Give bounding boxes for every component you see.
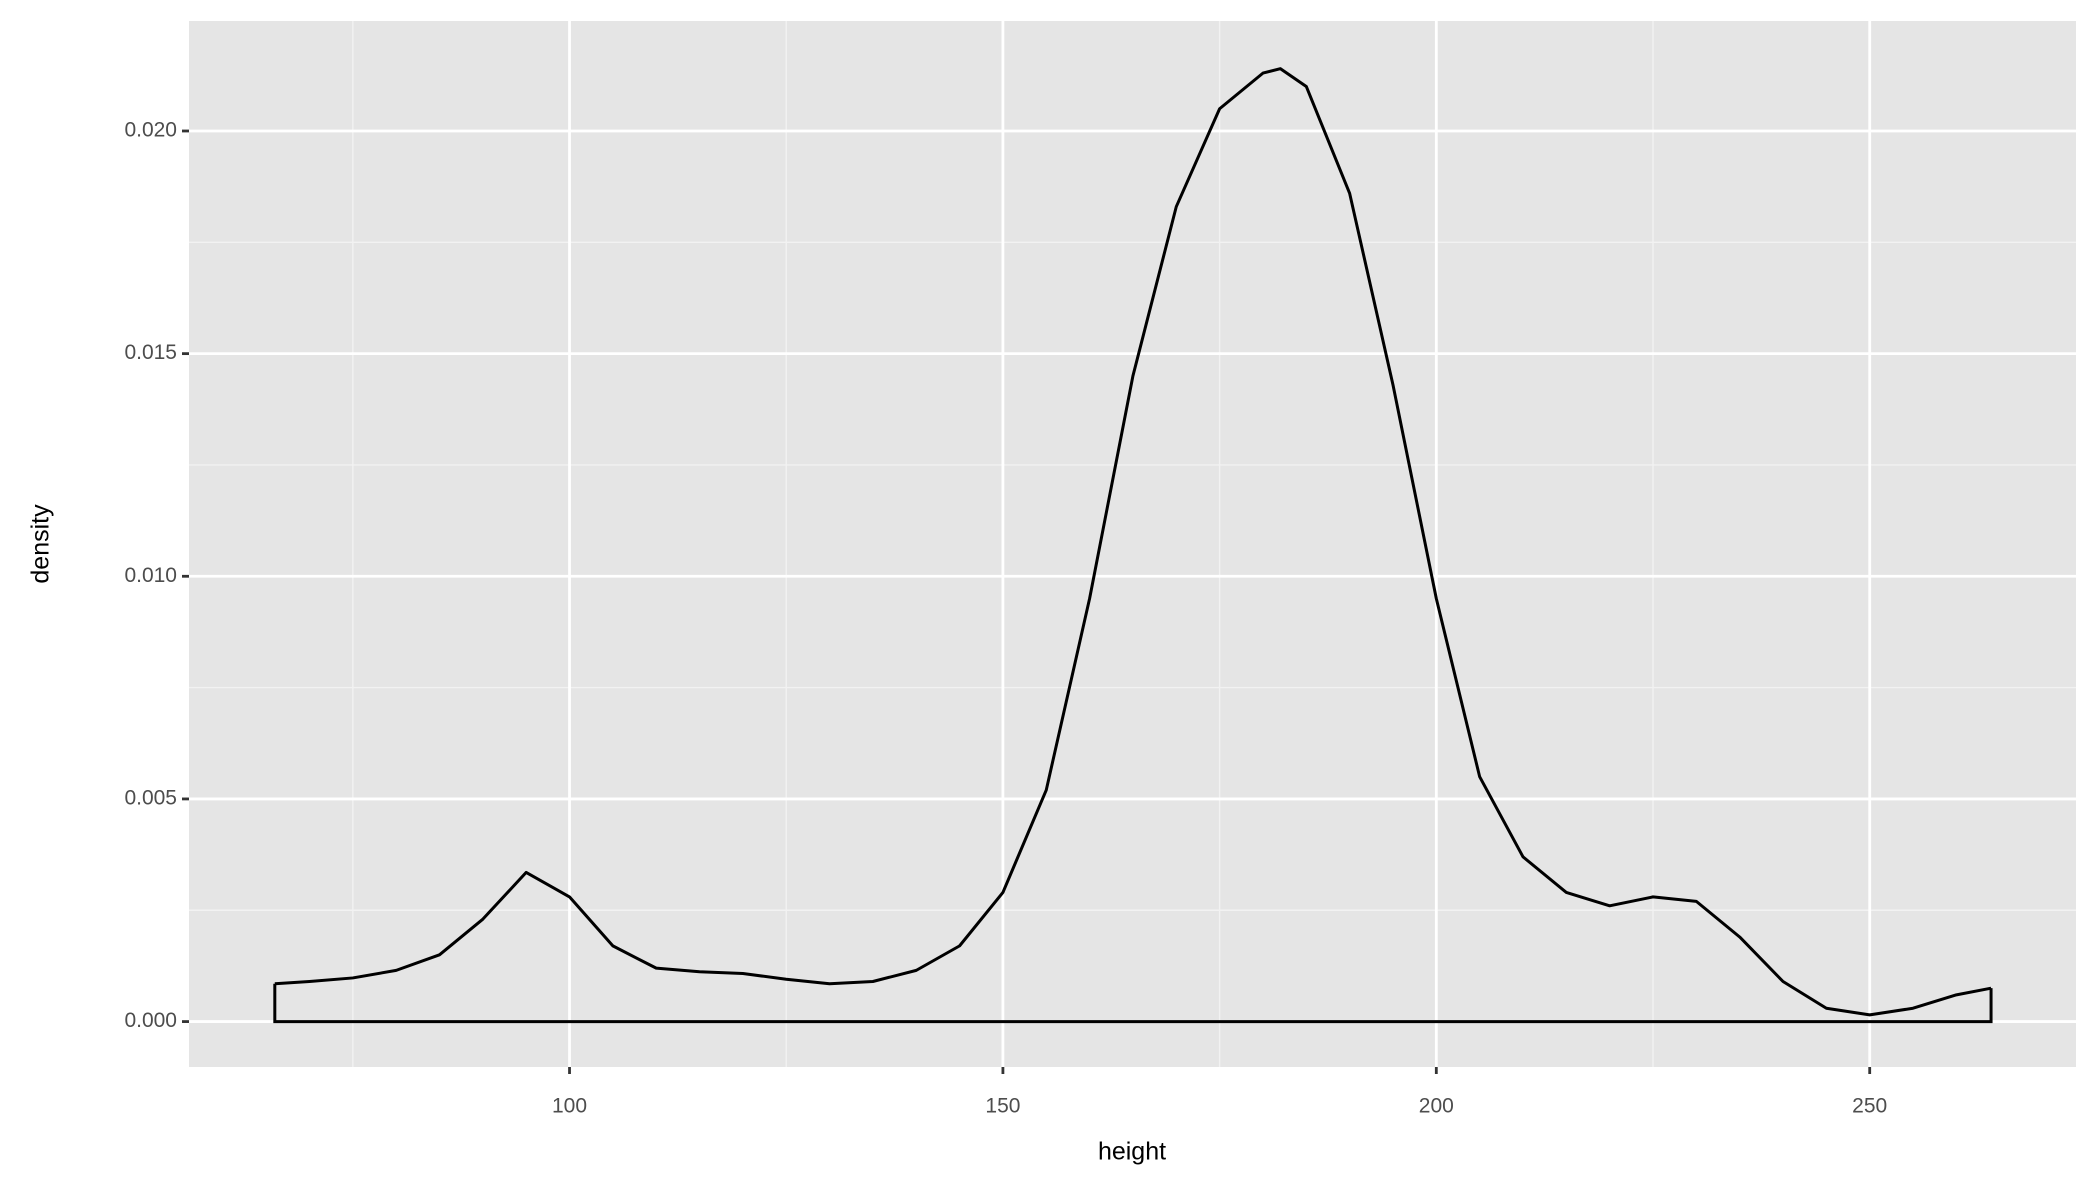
y-tick-label: 0.005 — [124, 786, 177, 809]
y-tick-label: 0.000 — [124, 1009, 177, 1032]
x-axis-title: height — [1098, 1138, 1166, 1166]
y-axis-title: density — [27, 504, 55, 584]
x-tick-label: 150 — [985, 1095, 1020, 1118]
x-tick-label: 200 — [1419, 1095, 1454, 1118]
x-tick-label: 100 — [552, 1095, 587, 1118]
density-outline — [273, 983, 1993, 1024]
density-curve — [274, 67, 1992, 1017]
panel — [189, 21, 2076, 1067]
y-tick-label: 0.010 — [124, 564, 177, 587]
x-tick-label: 250 — [1852, 1095, 1887, 1118]
y-tick-label: 0.020 — [124, 119, 177, 142]
y-tick-label: 0.015 — [124, 341, 177, 364]
